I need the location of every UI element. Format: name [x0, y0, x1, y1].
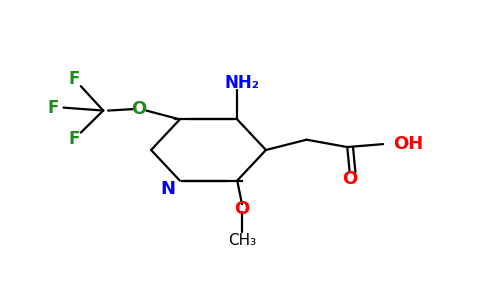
Text: OH: OH	[393, 135, 423, 153]
Text: F: F	[69, 130, 80, 148]
Text: F: F	[47, 99, 59, 117]
Text: O: O	[132, 100, 147, 118]
Text: O: O	[234, 200, 250, 217]
Text: O: O	[342, 170, 357, 188]
Text: F: F	[69, 70, 80, 88]
Text: N: N	[160, 180, 175, 198]
Text: CH₃: CH₃	[228, 232, 256, 247]
Text: NH₂: NH₂	[225, 74, 259, 92]
